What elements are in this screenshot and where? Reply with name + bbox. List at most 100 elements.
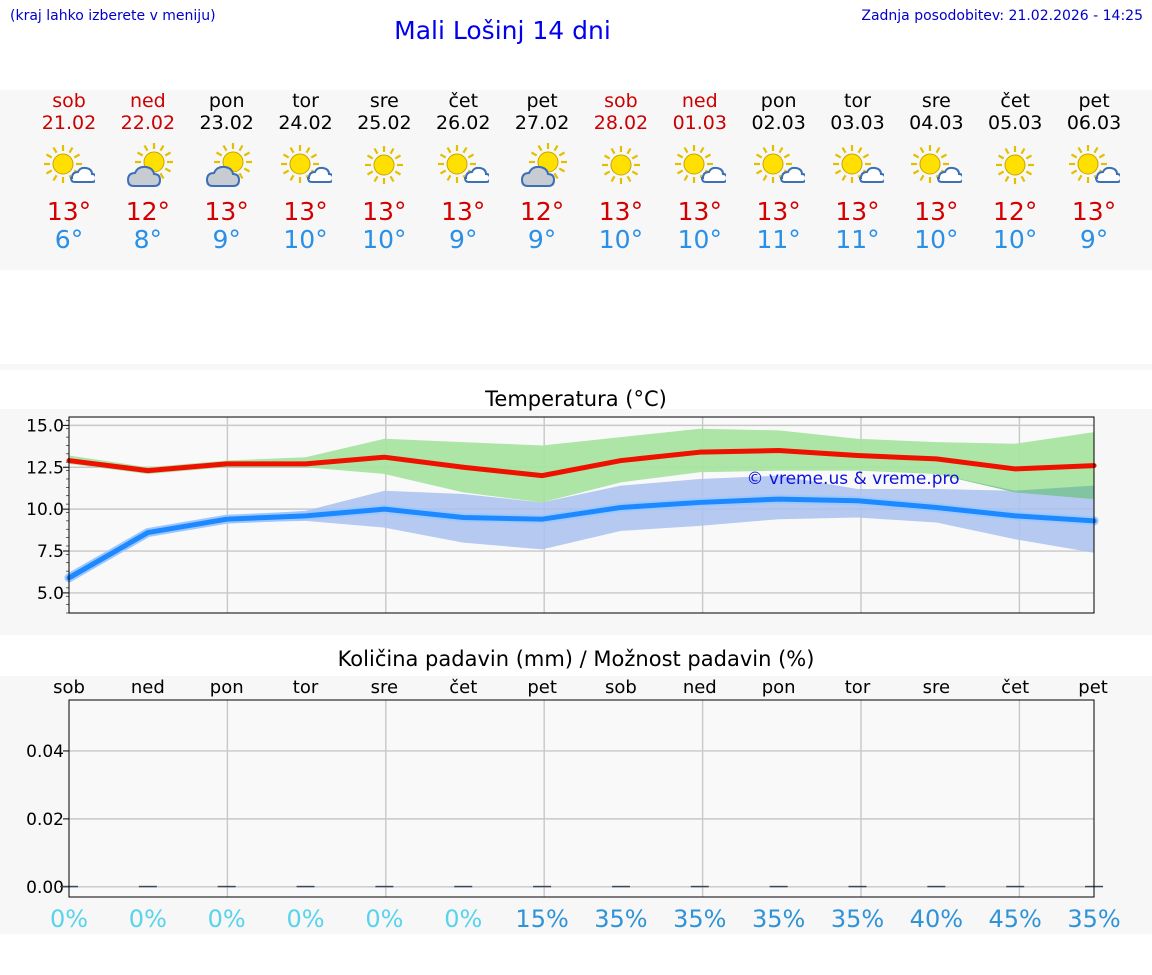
x-day-label: sre bbox=[371, 677, 398, 698]
day-column: ned 01.03 13° 10° bbox=[660, 90, 740, 254]
x-day-label: pet bbox=[1078, 677, 1108, 698]
max-temperature: 13° bbox=[283, 197, 328, 226]
precipitation-bar bbox=[848, 885, 867, 888]
sun-with-clouds-icon bbox=[43, 142, 98, 188]
day-name: sob bbox=[604, 90, 638, 112]
precipitation-bar bbox=[927, 885, 946, 888]
cloudy-with-sun-icon bbox=[201, 142, 253, 188]
day-date: 06.03 bbox=[1066, 112, 1122, 134]
day-date: 04.03 bbox=[909, 112, 964, 134]
x-day-label: pet bbox=[527, 677, 557, 698]
min-temperature: 10° bbox=[598, 225, 644, 254]
max-temperature: 13° bbox=[362, 197, 407, 226]
day-date: 23.02 bbox=[199, 112, 254, 134]
sun-with-clouds-icon bbox=[1068, 142, 1123, 188]
sun-with-clouds-icon bbox=[832, 142, 886, 188]
max-temperature: 13° bbox=[835, 197, 880, 226]
sun-icon bbox=[989, 142, 1041, 188]
precipitation-bar bbox=[769, 885, 788, 888]
precipitation-chance-label: 0% bbox=[129, 905, 167, 933]
precipitation-bar bbox=[138, 885, 157, 888]
min-temperature: 9° bbox=[527, 225, 557, 254]
precipitation-chance-label: 15% bbox=[515, 905, 568, 933]
day-column: sre 04.03 13° 10° bbox=[896, 90, 976, 254]
max-temperature: 12° bbox=[125, 197, 170, 226]
cloudy-with-sun-icon bbox=[122, 142, 174, 188]
y-tick-label: 0.04 bbox=[26, 742, 64, 762]
day-name: čet bbox=[448, 90, 479, 112]
day-column: ned 22.02 12° 8° bbox=[108, 90, 188, 254]
max-temperature: 13° bbox=[756, 197, 801, 226]
x-day-label: sob bbox=[53, 677, 85, 698]
day-date: 25.02 bbox=[357, 112, 412, 134]
day-column: pon 02.03 13° 11° bbox=[739, 90, 819, 254]
min-temperature: 10° bbox=[914, 225, 959, 254]
day-date: 01.03 bbox=[672, 112, 727, 134]
min-temperature: 10° bbox=[677, 225, 722, 254]
sun-with-clouds-icon bbox=[674, 142, 728, 188]
location-menu-hint: (kraj lahko izberete v meniju) bbox=[10, 8, 216, 24]
day-column: tor 03.03 13° 11° bbox=[818, 90, 898, 254]
precipitation-bar bbox=[533, 885, 552, 888]
sun-with-clouds-icon bbox=[910, 142, 965, 188]
precipitation-chance-label: 0% bbox=[287, 905, 325, 933]
day-name: čet bbox=[1000, 90, 1030, 112]
precipitation-chance-label: 35% bbox=[594, 905, 647, 933]
min-temperature-line bbox=[66, 496, 1097, 581]
y-tick-label: 10.0 bbox=[26, 500, 64, 520]
day-date: 28.02 bbox=[593, 112, 649, 134]
sun-icon bbox=[358, 142, 410, 188]
max-temperature-line bbox=[66, 448, 1097, 479]
x-day-label: sob bbox=[605, 677, 637, 698]
day-column: pet 06.03 13° 9° bbox=[1054, 90, 1134, 254]
day-column: sob 21.02 13° 6° bbox=[29, 90, 109, 254]
precipitation-chance-label: 0% bbox=[50, 905, 88, 933]
precipitation-bar bbox=[296, 885, 315, 888]
watermark: © vreme.us & vreme.pro bbox=[746, 469, 959, 489]
cloudy-with-sun-icon bbox=[516, 142, 568, 188]
day-name: ned bbox=[681, 90, 718, 112]
day-date: 05.03 bbox=[987, 112, 1043, 134]
max-temperature: 13° bbox=[204, 197, 249, 226]
plot-frame bbox=[68, 699, 1095, 898]
y-tick-label: 0.00 bbox=[26, 878, 64, 898]
min-temperature: 10° bbox=[993, 225, 1038, 254]
max-temperature: 13° bbox=[914, 197, 959, 226]
precipitation-chance-label: 0% bbox=[365, 905, 403, 933]
day-column: čet 05.03 12° 10° bbox=[975, 90, 1055, 254]
x-day-label: čet bbox=[1001, 677, 1029, 698]
min-temperature: 9° bbox=[1079, 225, 1109, 254]
day-date: 26.02 bbox=[436, 112, 491, 134]
max-temperature: 13° bbox=[46, 197, 92, 226]
day-name: pon bbox=[760, 90, 797, 112]
min-temperature: 9° bbox=[212, 225, 241, 254]
day-date: 22.02 bbox=[120, 112, 176, 134]
precipitation-bar bbox=[611, 885, 630, 888]
temperature-chart-title: Temperatura (°C) bbox=[485, 387, 667, 411]
last-updated-label: Zadnja posodobitev: 21.02.2026 - 14:25 bbox=[861, 8, 1143, 24]
day-name: tor bbox=[844, 90, 871, 112]
precipitation-bar bbox=[1006, 885, 1025, 888]
precipitation-bar bbox=[217, 885, 236, 888]
precipitation-bar bbox=[690, 885, 709, 888]
max-temperature: 12° bbox=[993, 197, 1038, 226]
precipitation-bar bbox=[375, 885, 394, 888]
sun-with-clouds-icon bbox=[437, 142, 492, 188]
min-temperature: 8° bbox=[133, 225, 163, 254]
precipitation-chart: sob ned pon tor sre čet pet sob ned pon tor sre čet p… bbox=[26, 677, 1121, 933]
x-day-label: čet bbox=[449, 677, 477, 698]
precipitation-chance-label: 35% bbox=[752, 905, 805, 933]
day-name: pet bbox=[526, 90, 558, 112]
day-name: tor bbox=[292, 90, 319, 112]
precipitation-chance-label: 35% bbox=[831, 905, 884, 933]
max-temperature: 13° bbox=[1071, 197, 1117, 226]
day-name: sre bbox=[921, 90, 951, 112]
page-title: Mali Lošinj 14 dni bbox=[394, 16, 611, 45]
min-temperature: 9° bbox=[449, 225, 478, 254]
day-column: sob 28.02 13° 10° bbox=[581, 90, 661, 254]
precipitation-chance-label: 0% bbox=[208, 905, 246, 933]
day-name: sob bbox=[52, 90, 86, 112]
day-date: 27.02 bbox=[514, 112, 570, 134]
day-column: tor 24.02 13° 10° bbox=[266, 90, 346, 254]
min-temperature: 6° bbox=[54, 225, 84, 254]
